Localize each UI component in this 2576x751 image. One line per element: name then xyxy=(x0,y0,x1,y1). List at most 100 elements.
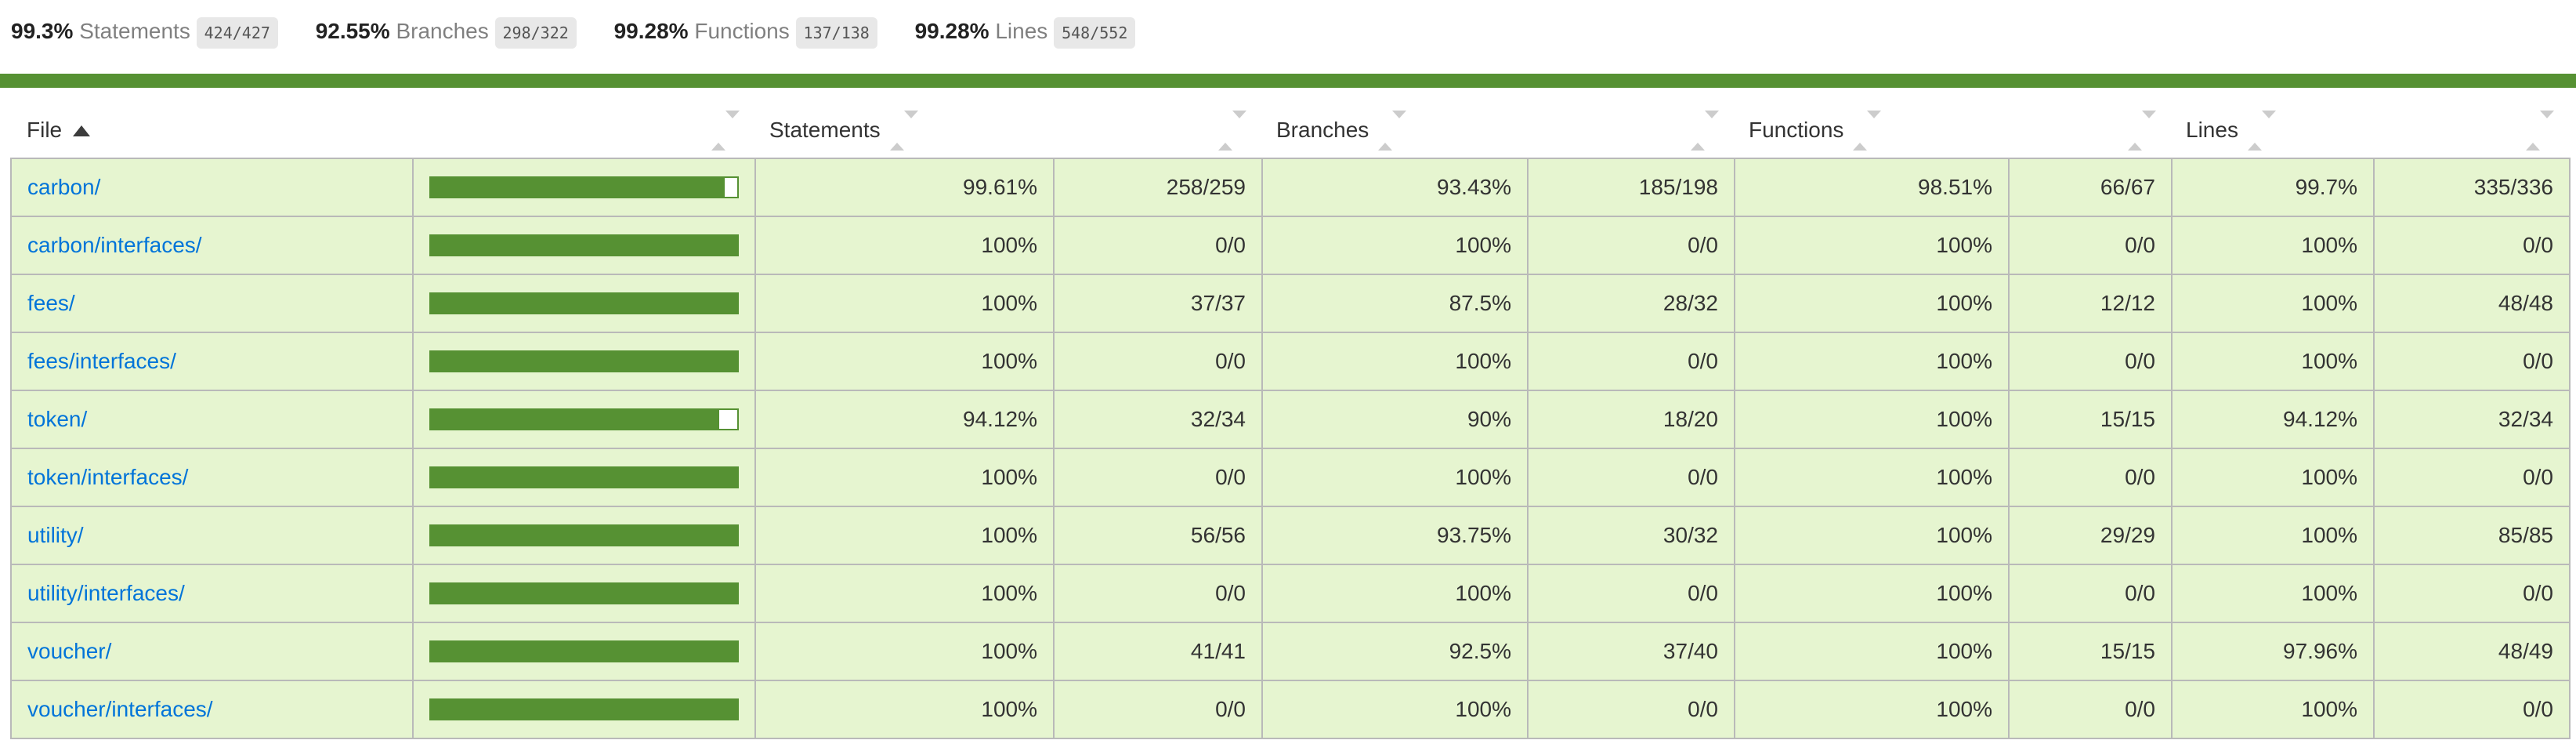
coverage-bar-cell xyxy=(413,332,756,391)
file-link[interactable]: token/interfaces/ xyxy=(27,465,189,490)
table-row: token/interfaces/ 100% 0/0 100% 0/0 100%… xyxy=(10,448,2571,507)
table-row: voucher/interfaces/ 100% 0/0 100% 0/0 10… xyxy=(10,680,2571,739)
functions-fraction-badge: 137/138 xyxy=(795,16,877,49)
functions-raw-cell: 0/0 xyxy=(2009,680,2173,739)
column-header-functions-raw[interactable] xyxy=(2009,103,2172,159)
file-link[interactable]: fees/interfaces/ xyxy=(27,349,176,374)
coverage-bar-cell xyxy=(413,506,756,565)
sort-icon xyxy=(1691,111,1719,151)
lines-raw-cell: 48/49 xyxy=(2374,622,2571,681)
lines-pct-cell: 97.96% xyxy=(2172,622,2375,681)
statements-raw-cell: 0/0 xyxy=(1054,680,1263,739)
functions-raw-cell: 15/15 xyxy=(2009,622,2173,681)
file-cell: fees/ xyxy=(10,274,414,333)
coverage-bar-fill xyxy=(431,236,737,256)
branches-raw-cell: 28/32 xyxy=(1528,274,1735,333)
status-line-high xyxy=(0,73,2576,88)
statements-header-label: Statements xyxy=(769,117,881,142)
file-cell: utility/ xyxy=(10,506,414,565)
column-header-branches-raw[interactable] xyxy=(1528,103,1735,159)
functions-pct-cell: 100% xyxy=(1735,216,2010,275)
functions-percent: 99.28% xyxy=(613,19,689,43)
statements-fraction-badge: 424/427 xyxy=(196,16,278,49)
lines-raw-cell: 0/0 xyxy=(2374,448,2571,507)
metric-lines: 99.28% Lines 548/552 xyxy=(915,16,1136,49)
lines-pct-cell: 100% xyxy=(2172,506,2375,565)
functions-pct-cell: 100% xyxy=(1735,390,2010,449)
file-link[interactable]: utility/ xyxy=(27,523,84,548)
file-link[interactable]: token/ xyxy=(27,407,88,432)
functions-raw-cell: 29/29 xyxy=(2009,506,2173,565)
statements-raw-cell: 41/41 xyxy=(1054,622,1263,681)
lines-pct-cell: 100% xyxy=(2172,680,2375,739)
coverage-bar-cell xyxy=(413,622,756,681)
functions-pct-cell: 100% xyxy=(1735,564,2010,623)
statements-pct-cell: 100% xyxy=(755,564,1055,623)
file-link[interactable]: fees/ xyxy=(27,291,75,316)
lines-pct-cell: 99.7% xyxy=(2172,158,2375,217)
sort-icon xyxy=(711,111,740,151)
branches-pct-cell: 100% xyxy=(1262,564,1529,623)
file-link[interactable]: utility/interfaces/ xyxy=(27,581,185,606)
file-link[interactable]: voucher/ xyxy=(27,639,112,664)
lines-fraction-badge: 548/552 xyxy=(1054,16,1136,49)
branches-pct-cell: 92.5% xyxy=(1262,622,1529,681)
file-link[interactable]: carbon/ xyxy=(27,175,101,200)
functions-raw-cell: 0/0 xyxy=(2009,448,2173,507)
metric-branches: 92.55% Branches 298/322 xyxy=(316,16,577,49)
coverage-bar-cell xyxy=(413,680,756,739)
column-header-statements[interactable]: Statements xyxy=(755,103,1054,159)
file-cell: token/ xyxy=(10,390,414,449)
functions-raw-cell: 0/0 xyxy=(2009,332,2173,391)
branches-pct-cell: 100% xyxy=(1262,448,1529,507)
branches-raw-cell: 0/0 xyxy=(1528,680,1735,739)
coverage-bar xyxy=(429,292,739,315)
column-header-functions[interactable]: Functions xyxy=(1735,103,2009,159)
coverage-bar xyxy=(429,582,739,605)
functions-raw-cell: 15/15 xyxy=(2009,390,2173,449)
branches-raw-cell: 0/0 xyxy=(1528,216,1735,275)
coverage-bar xyxy=(429,466,739,489)
sort-icon xyxy=(1378,111,1407,151)
functions-pct-cell: 100% xyxy=(1735,506,2010,565)
coverage-summary-strip: 99.3% Statements 424/427 92.55% Branches… xyxy=(0,0,2576,74)
coverage-bar-cell xyxy=(413,564,756,623)
branches-pct-cell: 87.5% xyxy=(1262,274,1529,333)
sort-ascending-icon xyxy=(73,125,91,137)
sort-icon xyxy=(2526,111,2554,151)
column-header-statements-bar[interactable] xyxy=(413,103,755,159)
coverage-bar-cell xyxy=(413,390,756,449)
branches-raw-cell: 0/0 xyxy=(1528,448,1735,507)
lines-pct-cell: 100% xyxy=(2172,332,2375,391)
table-row: fees/interfaces/ 100% 0/0 100% 0/0 100% … xyxy=(10,332,2571,391)
lines-pct-cell: 100% xyxy=(2172,448,2375,507)
column-header-lines-raw[interactable] xyxy=(2374,103,2570,159)
table-row: token/ 94.12% 32/34 90% 18/20 100% 15/15… xyxy=(10,390,2571,449)
table-row: carbon/ 99.61% 258/259 93.43% 185/198 98… xyxy=(10,158,2571,217)
lines-raw-cell: 0/0 xyxy=(2374,680,2571,739)
file-link[interactable]: carbon/interfaces/ xyxy=(27,233,202,258)
branches-pct-cell: 100% xyxy=(1262,216,1529,275)
column-header-file[interactable]: File xyxy=(11,103,413,159)
sort-icon xyxy=(889,111,918,151)
file-cell: carbon/interfaces/ xyxy=(10,216,414,275)
file-link[interactable]: voucher/interfaces/ xyxy=(27,697,213,722)
statements-pct-cell: 100% xyxy=(755,448,1055,507)
file-cell: fees/interfaces/ xyxy=(10,332,414,391)
functions-raw-cell: 12/12 xyxy=(2009,274,2173,333)
file-cell: token/interfaces/ xyxy=(10,448,414,507)
coverage-bar-fill xyxy=(431,294,737,314)
coverage-bar-cell xyxy=(413,448,756,507)
branches-fraction-badge: 298/322 xyxy=(494,16,577,49)
column-header-lines[interactable]: Lines xyxy=(2172,103,2374,159)
column-header-statements-raw[interactable] xyxy=(1054,103,1262,159)
statements-pct-cell: 100% xyxy=(755,622,1055,681)
statements-pct-cell: 100% xyxy=(755,506,1055,565)
coverage-bar-cell xyxy=(413,274,756,333)
statements-pct-cell: 100% xyxy=(755,274,1055,333)
statements-label: Statements xyxy=(79,19,190,43)
column-header-branches[interactable]: Branches xyxy=(1262,103,1528,159)
file-cell: voucher/ xyxy=(10,622,414,681)
file-cell: voucher/interfaces/ xyxy=(10,680,414,739)
statements-raw-cell: 0/0 xyxy=(1054,216,1263,275)
